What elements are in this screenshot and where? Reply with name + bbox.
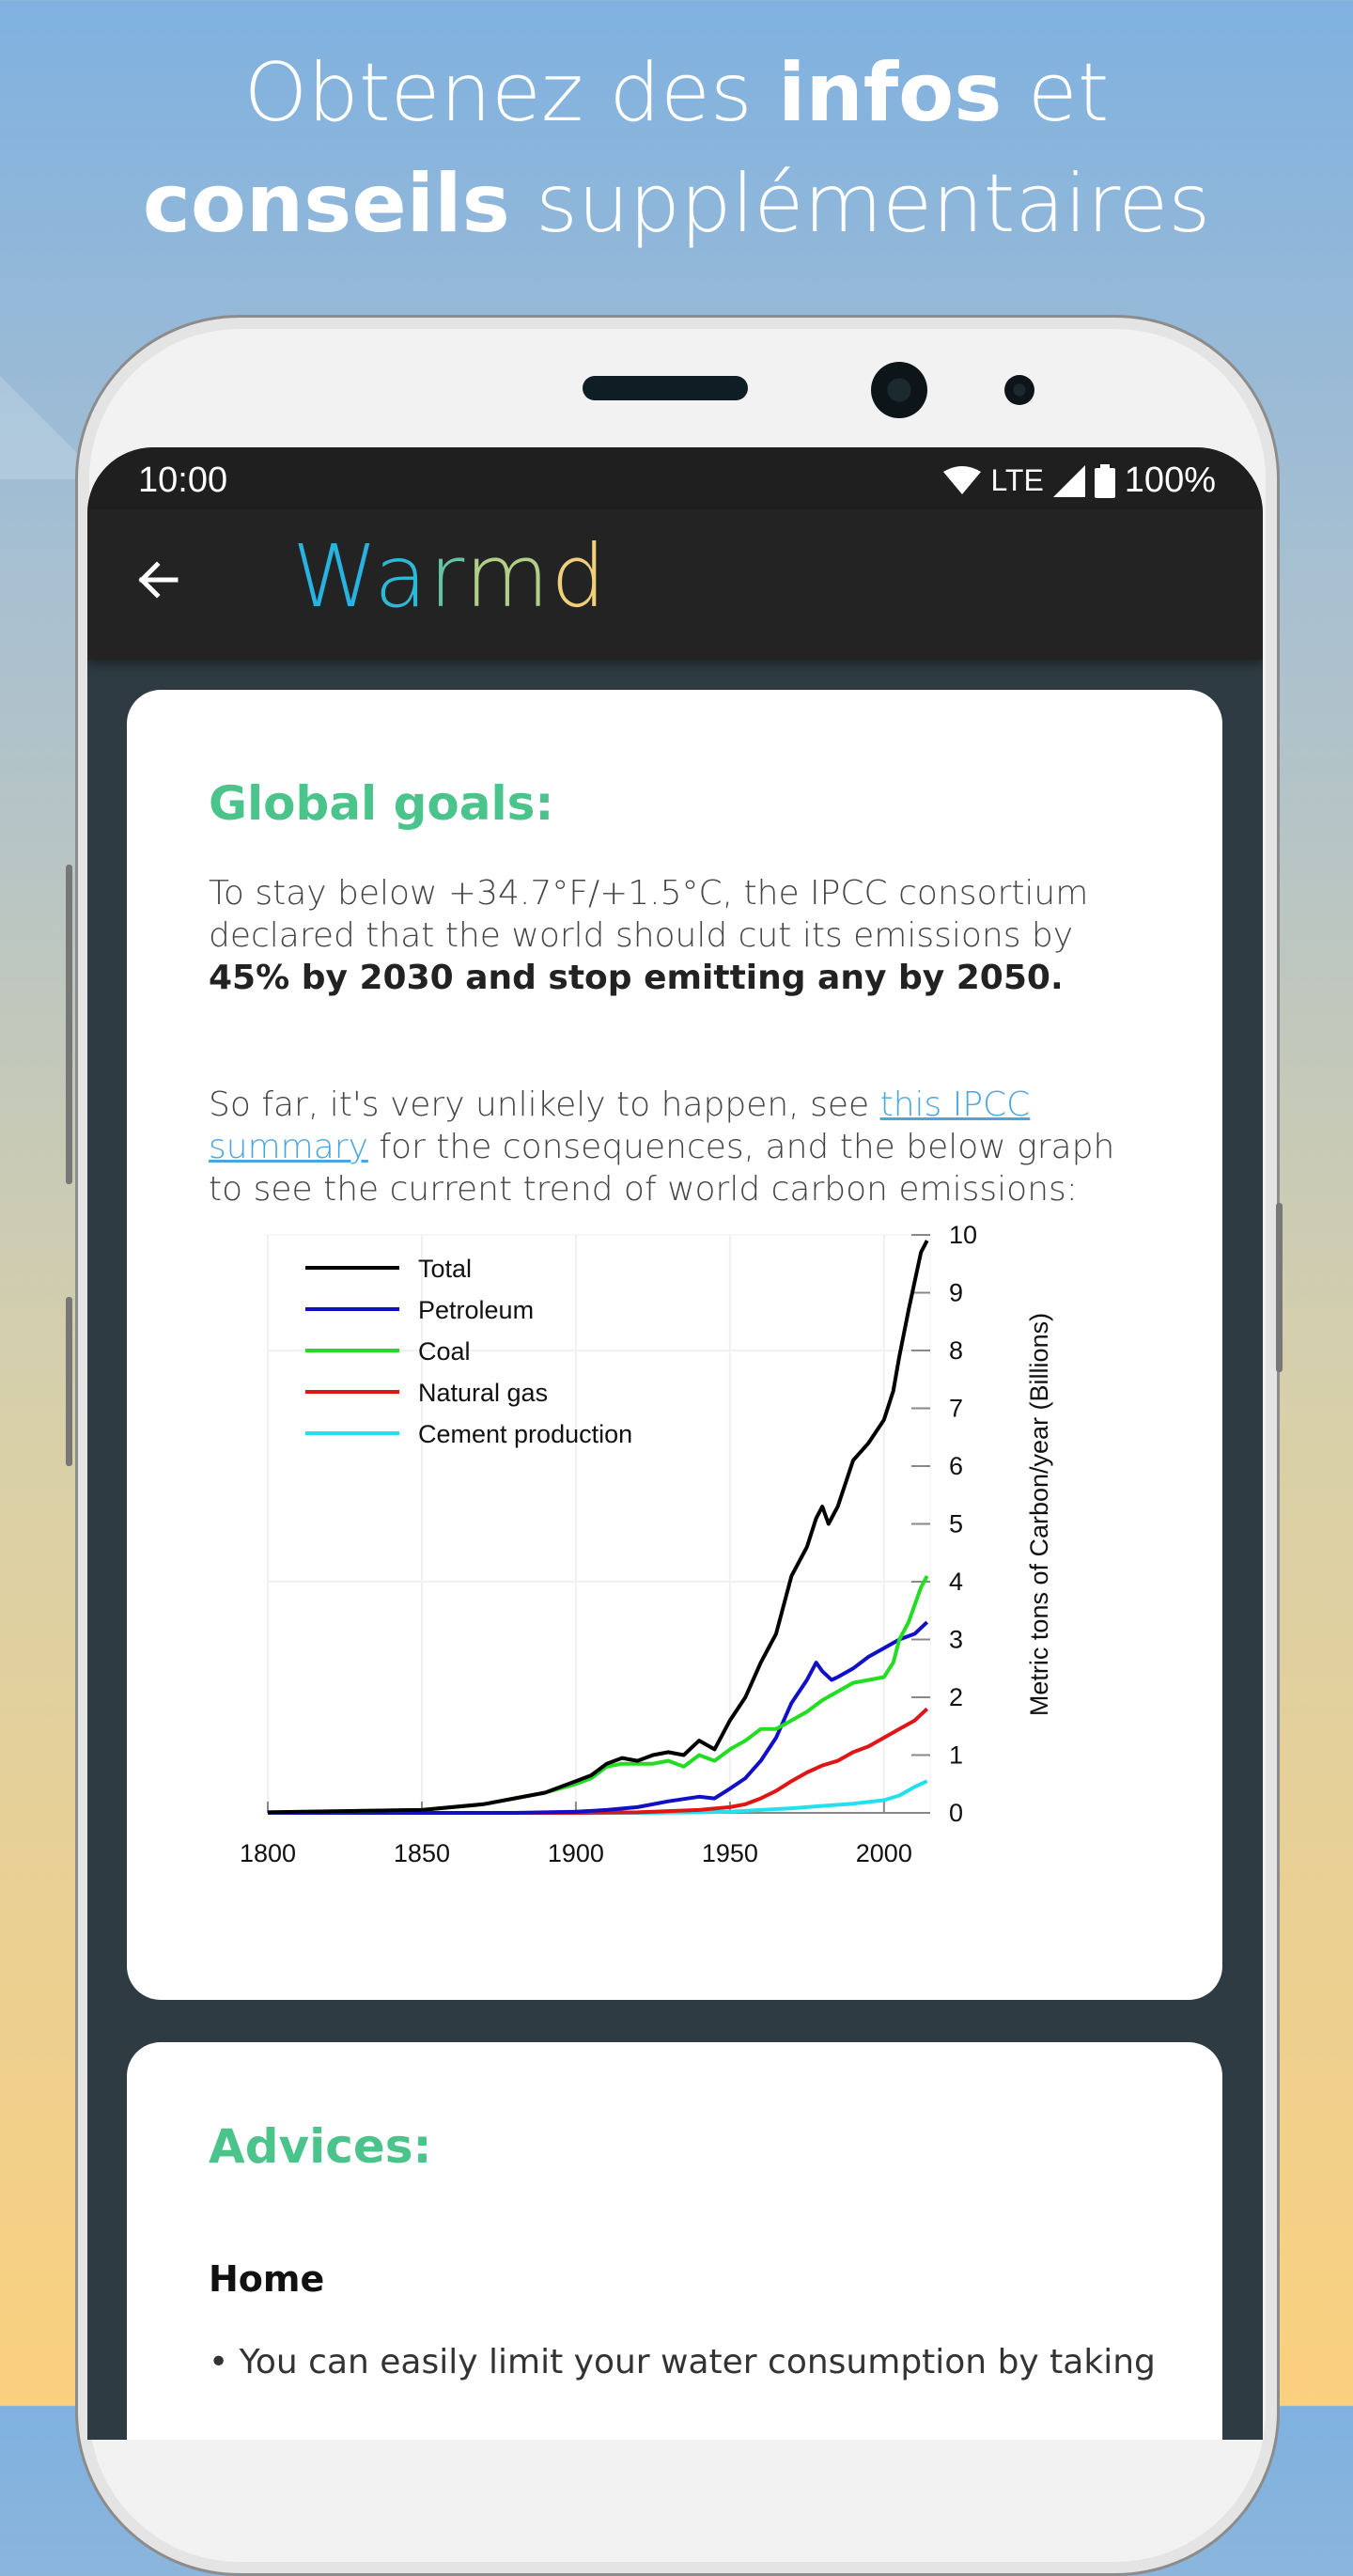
status-time: 10:00 <box>138 461 228 500</box>
advices-heading: Advices: <box>209 2119 432 2174</box>
y-tick-label: 3 <box>949 1626 963 1654</box>
legend-label: Cement production <box>418 1420 632 1448</box>
x-tick-label: 1800 <box>240 1839 296 1867</box>
x-tick-label: 1950 <box>702 1839 758 1867</box>
advice-section-home: Home <box>209 2258 325 2300</box>
status-icons: LTE 100% <box>943 461 1216 501</box>
logo-letter: a <box>374 526 429 627</box>
signal-icon <box>1052 464 1085 497</box>
y-tick-label: 5 <box>949 1510 963 1538</box>
network-type: LTE <box>990 463 1044 497</box>
x-tick-label: 1850 <box>394 1839 450 1867</box>
global-goals-card: Global goals: To stay below +34.7°F/+1.5… <box>127 690 1222 2000</box>
series-line-cement-production <box>268 1779 928 1815</box>
y-tick-label: 9 <box>949 1279 963 1307</box>
y-tick-label: 1 <box>949 1741 963 1770</box>
legend-label: Natural gas <box>418 1379 548 1407</box>
series-line-total <box>267 1240 929 1815</box>
phone-screen: 10:00 LTE 100% Warmd Global goals: To st… <box>87 447 1263 2440</box>
app-logo-warmd: Warmd <box>292 526 608 627</box>
y-axis-label: Metric tons of Carbon/year (Billions) <box>1025 1313 1053 1716</box>
advices-card: Advices: Home • You can easily limit you… <box>127 2042 1222 2440</box>
y-tick-label: 10 <box>949 1226 977 1249</box>
promo-line-2: conseils supplémentaires <box>142 157 1211 251</box>
y-tick-label: 2 <box>949 1683 963 1711</box>
front-camera <box>871 362 927 418</box>
y-tick-label: 4 <box>949 1568 963 1596</box>
side-button-left-2 <box>66 1297 72 1466</box>
series-line-natural-gas <box>268 1707 929 1815</box>
logo-letter: m <box>464 526 552 627</box>
y-tick-label: 8 <box>949 1336 963 1365</box>
emissions-chart: 1800 1850 1900 1950 2000 0 1 2 3 4 5 6 7 8 9 10 Metric t… <box>240 1226 1053 1867</box>
proximity-sensor <box>1004 375 1034 405</box>
app-bar: Warmd <box>87 509 1263 660</box>
x-tick-label: 1900 <box>548 1839 604 1867</box>
y-tick-label: 6 <box>949 1452 963 1480</box>
y-tick-label: 7 <box>949 1395 963 1423</box>
battery-percent: 100% <box>1124 461 1216 500</box>
series-line-coal <box>267 1574 929 1815</box>
goals-heading: Global goals: <box>209 776 554 831</box>
legend-label: Total <box>418 1255 472 1283</box>
logo-letter: d <box>551 526 608 627</box>
goals-paragraph-2: So far, it's very unlikely to happen, se… <box>209 1085 1115 1209</box>
logo-letter: r <box>428 526 465 627</box>
side-button-left-1 <box>66 865 72 1184</box>
goals-paragraph-1: To stay below +34.7°F/+1.5°C, the IPCC c… <box>209 874 1089 997</box>
series-line-petroleum <box>268 1620 929 1815</box>
battery-icon <box>1094 463 1115 498</box>
advice-bullet-1: • You can easily limit your water consum… <box>209 2343 1156 2381</box>
promo-headline: Obtenez des infos et conseils supplément… <box>0 38 1353 259</box>
x-tick-label: 2000 <box>856 1839 912 1867</box>
back-arrow-icon[interactable] <box>134 556 181 603</box>
promo-line-1: Obtenez des infos et <box>243 46 1110 140</box>
legend-label: Petroleum <box>418 1296 534 1324</box>
y-tick-label: 0 <box>949 1799 963 1827</box>
status-bar: 10:00 LTE 100% <box>87 447 1263 509</box>
plot-area <box>267 1234 931 1814</box>
legend-label: Coal <box>418 1337 471 1366</box>
side-button-right <box>1276 1203 1283 1372</box>
wifi-icon <box>943 465 982 494</box>
ipcc-summary-link[interactable]: this IPCC summary <box>209 1085 1031 1166</box>
phone-speaker <box>583 376 748 400</box>
logo-letter: W <box>292 526 375 627</box>
